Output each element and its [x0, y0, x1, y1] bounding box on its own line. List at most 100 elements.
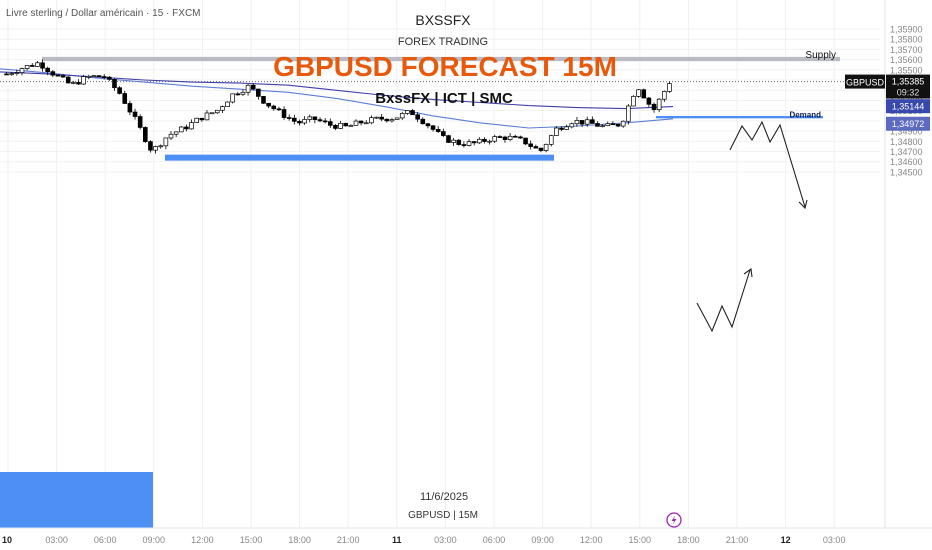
candle: [71, 81, 76, 85]
candle-body: [50, 71, 56, 76]
price-label-value: 1,35385: [892, 77, 925, 87]
candle-body: [461, 144, 467, 146]
candle: [641, 88, 647, 99]
candle-body: [651, 103, 657, 110]
candle-body: [564, 126, 569, 130]
candle-body: [40, 62, 45, 69]
candle-body: [405, 110, 410, 114]
candle-body: [184, 126, 189, 130]
tagline-text: BxssFX | ICT | SMC: [375, 90, 513, 107]
candle-body: [101, 76, 107, 78]
candle: [214, 109, 220, 115]
candle-body: [81, 76, 86, 85]
candle-body: [626, 105, 631, 122]
chart-title: GBPUSD FORECAST 15M: [273, 51, 617, 82]
candle-body: [369, 117, 374, 124]
candle-body: [646, 97, 652, 105]
candle-body: [384, 118, 390, 122]
candle-body: [482, 138, 487, 142]
candle: [600, 124, 605, 128]
candle: [204, 109, 210, 121]
footer-date: 11/6/2025: [420, 491, 468, 503]
candle: [29, 63, 35, 67]
x-tick-label: 11: [392, 535, 402, 545]
candle-body: [667, 83, 672, 92]
candle: [302, 116, 307, 125]
footer-pair: GBPUSD | 15M: [408, 510, 478, 521]
y-tick-label: 1,35900: [890, 25, 923, 35]
candle: [81, 74, 86, 85]
candle: [626, 104, 631, 125]
candle: [646, 96, 652, 108]
candle-body: [600, 125, 605, 128]
candle: [9, 71, 15, 76]
candle-body: [466, 141, 472, 146]
candle: [209, 112, 215, 115]
x-tick-label: 09:00: [143, 535, 166, 545]
candle-body: [358, 120, 364, 124]
candle: [595, 121, 600, 127]
candle: [250, 82, 256, 90]
x-tick-label: 12:00: [580, 535, 603, 545]
candle: [605, 121, 611, 127]
ma-label-bg: [886, 116, 930, 131]
candle-body: [19, 68, 25, 73]
ma-label-value: 1,35144: [892, 102, 925, 112]
brand-text: BXSSFX: [415, 12, 471, 28]
lightning-icon[interactable]: [666, 512, 682, 528]
candle-body: [559, 127, 564, 130]
candle-body: [425, 123, 431, 127]
candle: [497, 135, 503, 138]
candle-body: [292, 117, 297, 122]
candle: [178, 126, 184, 133]
candle: [410, 109, 415, 116]
candle-body: [435, 129, 441, 132]
candle-body: [389, 119, 395, 122]
candle-body: [446, 135, 451, 143]
candle-body: [338, 122, 343, 129]
candle-body: [579, 120, 585, 125]
candle: [507, 132, 513, 142]
candle: [569, 122, 575, 129]
ma-fast-line: [0, 68, 674, 129]
candle-body: [543, 143, 549, 151]
candle-body: [574, 120, 580, 125]
candle: [451, 138, 456, 146]
candle: [399, 111, 405, 120]
candle: [107, 76, 112, 81]
candle: [415, 112, 420, 123]
symbol-description: Livre sterling / Dollar américain · 15 ·…: [6, 8, 201, 19]
candle: [590, 116, 595, 124]
price-label-time: 09:32: [897, 88, 920, 98]
candle: [584, 116, 590, 127]
candle-body: [441, 131, 446, 136]
candle: [132, 108, 138, 120]
candle-body: [661, 91, 667, 100]
candle: [579, 120, 585, 128]
candle: [369, 115, 374, 125]
candle-body: [312, 116, 318, 120]
candle-body: [261, 96, 266, 104]
candle: [574, 116, 580, 127]
candle: [220, 105, 225, 114]
candle: [425, 122, 431, 129]
candle: [199, 117, 205, 122]
candle: [548, 134, 554, 147]
x-tick-label: 18:00: [288, 535, 311, 545]
candle-body: [76, 82, 81, 85]
candle: [554, 126, 559, 136]
candle-body: [266, 102, 271, 107]
y-tick-label: 1,35500: [890, 65, 923, 75]
candle: [394, 117, 400, 120]
candle: [441, 128, 446, 138]
candle-body: [636, 89, 641, 97]
candle: [389, 118, 395, 123]
candle-body: [9, 73, 15, 75]
candle: [487, 139, 492, 145]
x-tick-label: 18:00: [677, 535, 700, 545]
candle: [50, 70, 56, 78]
candle: [240, 89, 246, 96]
candle-body: [240, 91, 246, 95]
ma-label-value: 1,34972: [892, 119, 925, 129]
